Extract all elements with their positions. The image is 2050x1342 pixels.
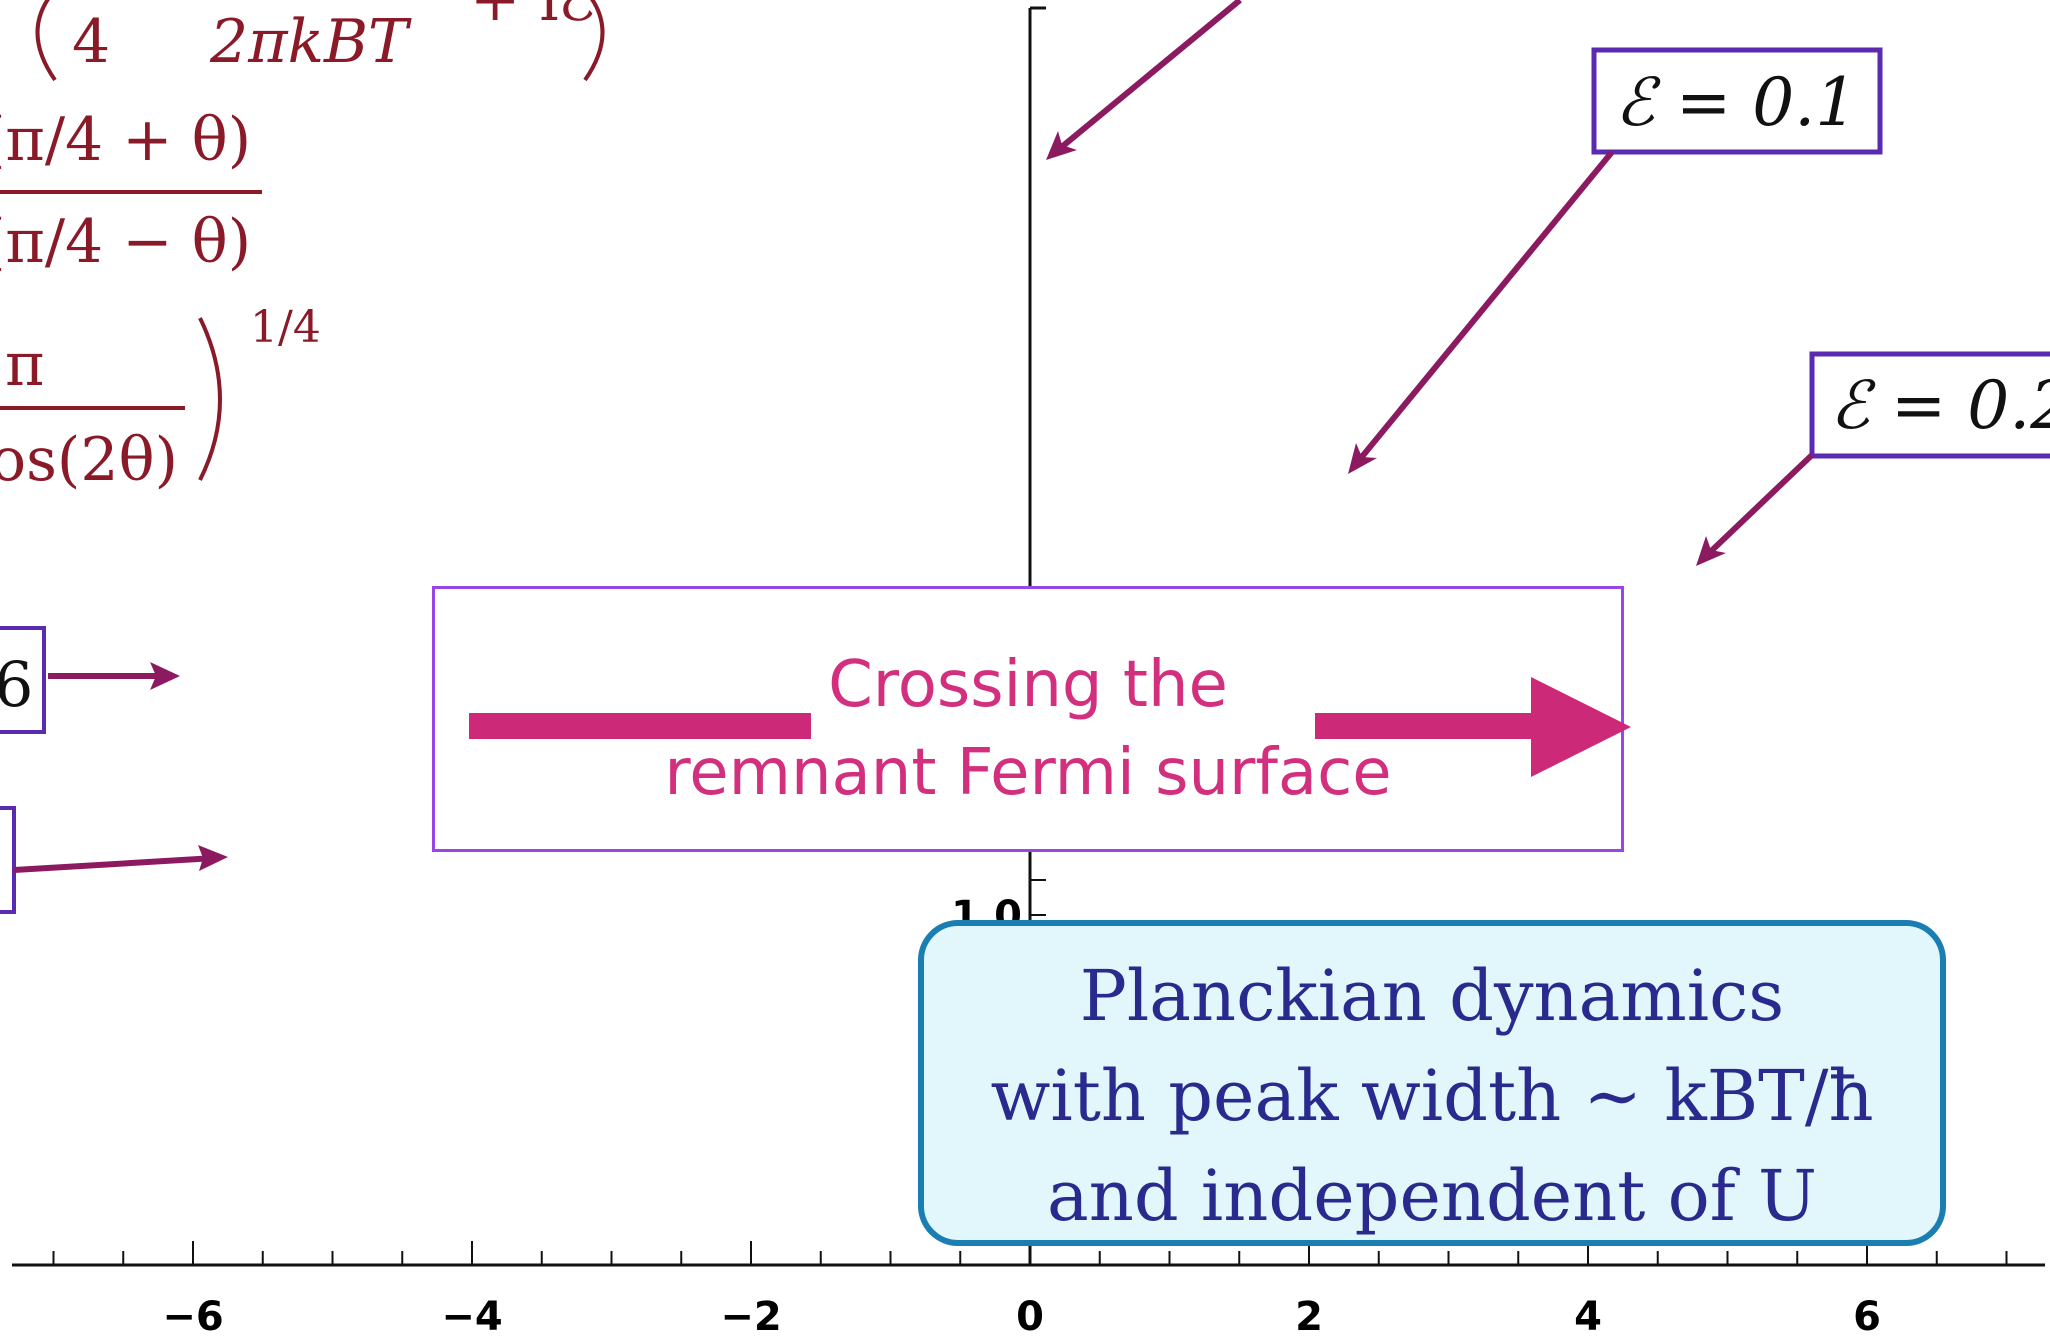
x-tick-label: 0: [1016, 1294, 1044, 1340]
planckian-text: Planckian dynamics with peak width ∼ kBT…: [990, 955, 1874, 1237]
callout-e02: ℰ = 0.2: [1696, 351, 2050, 566]
formula: 4 2πkBT + iℰ (π/4 + θ) (π/4 − θ) π os(2θ…: [0, 0, 605, 495]
left-callout-text-1: 6: [0, 648, 33, 721]
formula-line1-a: 4: [72, 7, 110, 77]
callout-e01-box: [1591, 47, 1883, 155]
x-tick-label: 4: [1574, 1294, 1602, 1340]
formula-frac-den: (π/4 − θ): [0, 207, 251, 277]
callout-e02-arrow: [1703, 452, 1815, 559]
callout-peak-arrow: [1056, 0, 1242, 153]
formula-line1-c: + iℰ: [470, 0, 595, 35]
x-tick-label: −6: [162, 1294, 223, 1340]
callout-e01-text: ℰ = 0.1: [1615, 64, 1857, 141]
x-tick-label: −2: [720, 1294, 781, 1340]
callout-e02-text: ℰ = 0.2: [1830, 367, 2050, 444]
callout-e02-box: [1809, 351, 2050, 459]
formula-line1-b: 2πkBT: [209, 7, 412, 77]
x-tick-label: 2: [1295, 1294, 1323, 1340]
formula-frac-num: (π/4 + θ): [0, 105, 251, 175]
crossing-arrow-right: [1315, 713, 1541, 739]
callout-e01-arrow: [1353, 150, 1615, 466]
callout-e01: ℰ = 0.1: [1046, 0, 1883, 474]
formula-pow-den: os(2θ): [0, 425, 178, 495]
left-callout-arrow-2: [13, 855, 216, 873]
crossing-arrowhead-icon: [1531, 677, 1631, 777]
x-tick-label: −4: [441, 1294, 502, 1340]
planckian-annotation: Planckian dynamics with peak width ∼ kBT…: [918, 920, 1946, 1246]
left-callouts: 6: [0, 626, 228, 914]
crossing-annotation: Crossing the remnant Fermi surface: [432, 586, 1631, 852]
left-callout-box-1: [0, 626, 46, 734]
formula-exponent: 1/4: [250, 302, 321, 353]
left-callout-box-2: [0, 806, 16, 914]
formula-pow-num: π: [5, 330, 44, 400]
crossing-text: Crossing the remnant Fermi surface: [664, 648, 1392, 810]
crossing-arrow-left: [469, 713, 811, 739]
x-tick-label: 6: [1853, 1294, 1881, 1340]
